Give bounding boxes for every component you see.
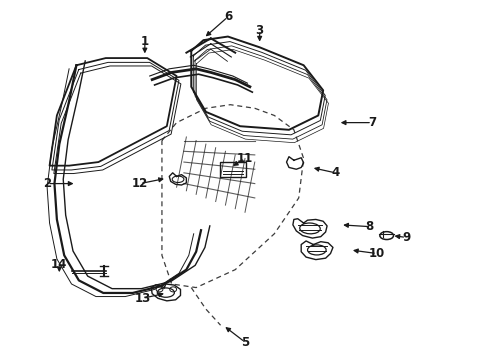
Text: 10: 10	[369, 247, 385, 260]
Text: 12: 12	[132, 177, 148, 190]
FancyBboxPatch shape	[220, 162, 246, 177]
Text: 7: 7	[368, 116, 376, 129]
Text: 11: 11	[237, 152, 253, 165]
Text: 3: 3	[256, 24, 264, 37]
Text: 6: 6	[224, 10, 232, 23]
Text: 4: 4	[331, 166, 340, 179]
Ellipse shape	[380, 231, 393, 239]
Text: 1: 1	[141, 35, 149, 49]
Text: 14: 14	[51, 258, 68, 271]
Text: 8: 8	[366, 220, 374, 233]
Text: 9: 9	[402, 231, 410, 244]
Text: 5: 5	[241, 336, 249, 348]
Text: 2: 2	[43, 177, 51, 190]
Text: 13: 13	[134, 292, 150, 305]
